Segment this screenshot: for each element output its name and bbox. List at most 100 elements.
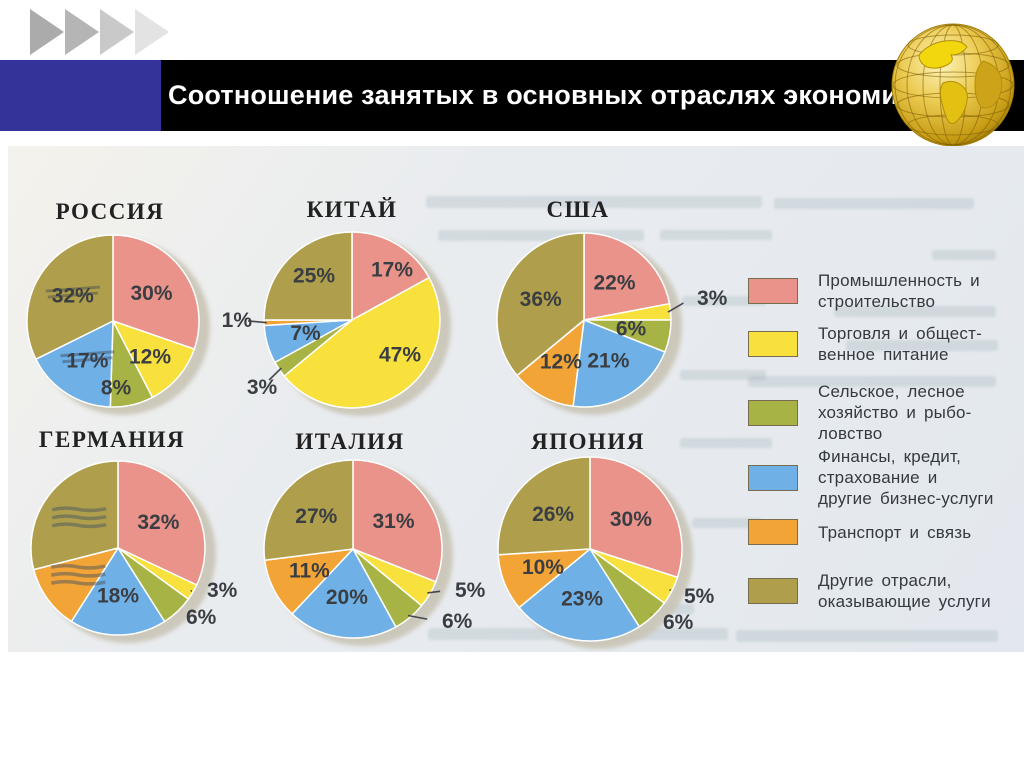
pie-slice-trade [112, 320, 196, 399]
pie-slice-transport [516, 319, 585, 408]
country-title: ЯПОНИЯ [531, 429, 645, 454]
bleed-through-text-smudge [426, 196, 762, 208]
pie-label: 23% [561, 588, 603, 611]
chevron-arrow-icon [100, 9, 134, 55]
bleed-through-text-smudge [682, 296, 766, 306]
pie-label: 3% [697, 287, 728, 310]
pie-label: 3% [207, 579, 238, 602]
pie-label: 6% [663, 611, 694, 634]
legend-item-industry: Промышленность и строительство [748, 270, 980, 312]
legend-label: Финансы, кредит, страхование и другие бизн… [818, 447, 994, 508]
globe-continents [918, 40, 1003, 125]
pie-slice-other [26, 234, 114, 360]
pie-slice-other [263, 459, 354, 561]
pie-label: 30% [610, 508, 652, 531]
country-title: ГЕРМАНИЯ [39, 427, 185, 452]
legend-item-trade: Торговля и общест-венное питание [748, 323, 982, 365]
bleed-through-text-smudge [438, 230, 644, 241]
pie-label: 6% [442, 610, 473, 633]
bleed-through-text-smudge [834, 306, 996, 317]
pie-label: 26% [532, 503, 574, 526]
legend-label: Сельское, лесное хозяйство и рыбо-ловство [818, 382, 972, 443]
illegible-label-scribble [51, 506, 107, 529]
pie-label: 27% [295, 505, 337, 528]
pie-label: 10% [522, 556, 564, 579]
legend-item-other: Другие отрасли, оказывающие услуги [748, 570, 991, 612]
pie-slice-other [496, 232, 585, 377]
pie-slice-industry [583, 232, 671, 321]
pie-slice-finance [70, 547, 166, 636]
bleed-through-text-smudge [748, 376, 996, 387]
pie-charts: РОССИЯ 30% 12% 8% 17% 32% КИТАЙ 17% 47% 3% 7% 1% 25%… [26, 197, 728, 649]
country-title: РОССИЯ [56, 199, 165, 224]
pie-китай: КИТАЙ 17% 47% 3% 7% 1% 25% [222, 197, 451, 416]
legend-item-agriculture: Сельское, лесное хозяйство и рыбо-ловство [748, 381, 972, 444]
bleed-through-text-smudge [680, 370, 766, 380]
legend-item-finance: Финансы, кредит, страхование и другие бизн… [748, 446, 994, 509]
chevron-arrow-icon [135, 9, 169, 55]
pie-италия: ИТАЛИЯ 31% 5% 6% 20% 11% 27% [263, 429, 486, 646]
legend-label: Транспорт и связь [818, 522, 972, 542]
bleed-through-text-smudge [932, 250, 996, 260]
pie-label: 6% [616, 318, 647, 341]
legend-label: Торговля и общест-венное питание [818, 324, 982, 364]
pie-label: 7% [290, 322, 321, 345]
pie-slice-finance [291, 548, 397, 639]
legend-swatch-transport [748, 519, 798, 545]
pie-label: 20% [326, 586, 368, 609]
legend-swatch-other [748, 578, 798, 604]
pie-slice-industry [352, 459, 443, 583]
pie-сша: США 22% 3% 6% 21%12% 36% [496, 197, 728, 415]
pie-label: 17% [66, 349, 108, 372]
pie-германия: ГЕРМАНИЯ 32% 3% 6% 18% [30, 427, 238, 643]
label-scribble-overlay [45, 285, 100, 299]
pie-label: 22% [593, 272, 635, 295]
legend-label: Промышленность и строительство [818, 271, 980, 311]
pie-label: 11% [289, 560, 330, 583]
pie-label: 6% [186, 606, 217, 629]
title-banner: Соотношение занятых в основных отраслях … [0, 60, 1024, 131]
pie-label: 47% [379, 344, 421, 367]
label-leader-line [247, 320, 267, 324]
pie-label: 30% [130, 282, 172, 305]
pie-label: 17% [371, 259, 413, 282]
legend-swatch-finance [748, 464, 798, 491]
pie-япония: ЯПОНИЯ 30% 5% 6% 23% 10% 26% [497, 429, 715, 649]
pie-label: 25% [293, 265, 335, 288]
pie-slice-other [263, 231, 353, 321]
label-leader-line [407, 614, 428, 620]
pie-label: 1% [222, 309, 253, 332]
legend-label: Другие отрасли, оказывающие услуги [818, 571, 991, 611]
pie-label: 31% [372, 510, 414, 533]
label-scribble-overlay [60, 350, 115, 364]
pie-label: 18% [97, 584, 139, 607]
pie-label: 3% [247, 376, 278, 399]
label-leader-line [268, 367, 282, 381]
pie-label: 12% [540, 350, 582, 373]
bleed-through-text-smudge [692, 518, 762, 528]
bleed-through-text-smudge [736, 630, 998, 642]
chevron-arrow-icon [30, 9, 64, 55]
pie-slice-other [497, 456, 591, 556]
legend-item-transport: Транспорт и связь [748, 519, 971, 545]
globe-icon [891, 23, 1015, 147]
pie-slice-finance [35, 320, 114, 408]
country-title: КИТАЙ [307, 197, 398, 222]
pie-label: 21% [587, 350, 629, 373]
chevron-arrow-icon [65, 9, 99, 55]
pie-россия: РОССИЯ 30% 12% 8% 17% 32% [26, 199, 210, 415]
pie-slice-industry [117, 460, 206, 586]
pie-slice-industry [351, 231, 430, 321]
legend-swatch-industry [748, 278, 798, 304]
legend-swatch-agriculture [748, 399, 798, 426]
illegible-label-scribble [50, 563, 106, 586]
country-title: ИТАЛИЯ [295, 429, 404, 454]
slide-title: Соотношение занятых в основных отраслях … [168, 80, 929, 110]
pie-label: 32% [52, 285, 94, 308]
bleed-through-text-smudge [846, 340, 998, 351]
legend: Промышленность и строительство Торговля и … [748, 146, 1018, 652]
pie-label: 8% [101, 377, 132, 400]
label-leader-line [427, 590, 441, 594]
pie-label: 5% [684, 585, 715, 608]
